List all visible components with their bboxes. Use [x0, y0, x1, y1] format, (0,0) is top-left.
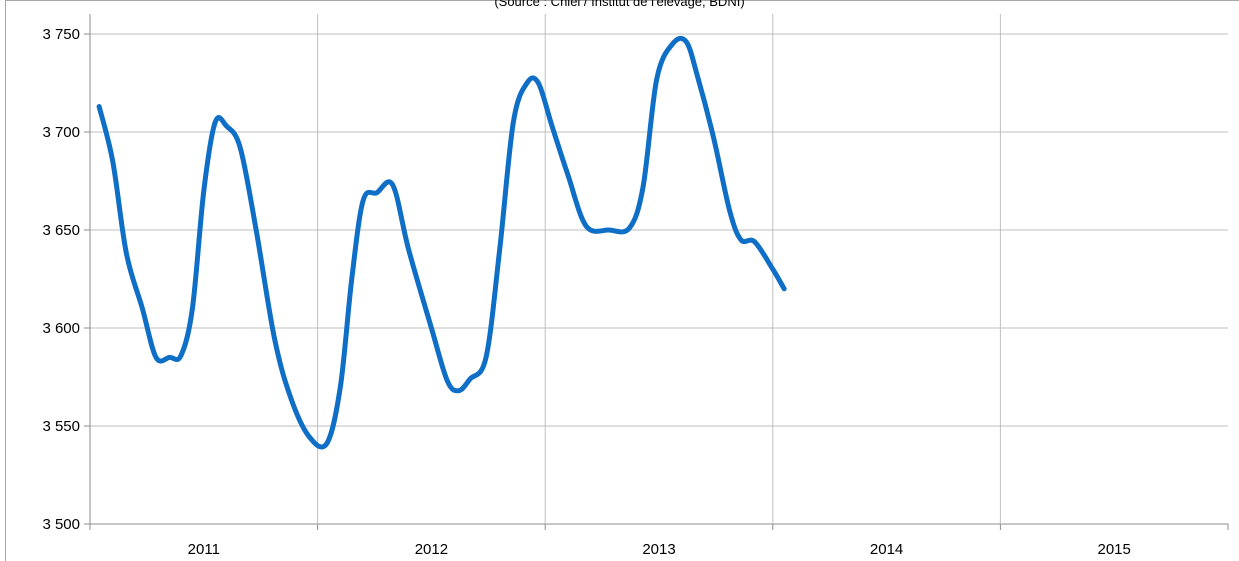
y-tick-label: 3 600	[42, 320, 80, 337]
x-tick-label: 2012	[415, 541, 448, 558]
y-tick-label: 3 500	[42, 516, 80, 533]
source-caption: (Source : Cniel / Institut de l'élevage,…	[494, 0, 745, 9]
grid-layer	[90, 14, 1228, 525]
y-tick-label: 3 650	[42, 222, 80, 239]
label-layer: 3 500 3 550 3 600 3 650 3 700 3 750 2011 2012 20…	[42, 26, 1130, 558]
x-tick-label: 2014	[870, 541, 903, 558]
chart-frame	[5, 0, 1239, 561]
x-tick-label: 2011	[188, 541, 220, 558]
series-line	[96, 35, 787, 450]
y-tick-label: 3 700	[42, 124, 80, 141]
axis-layer	[84, 14, 1229, 530]
x-tick-label: 2015	[1098, 541, 1131, 558]
y-tick-label: 3 750	[42, 26, 80, 43]
x-tick-label: 2013	[642, 541, 675, 558]
series-layer	[96, 35, 787, 450]
y-tick-label: 3 550	[42, 418, 80, 435]
